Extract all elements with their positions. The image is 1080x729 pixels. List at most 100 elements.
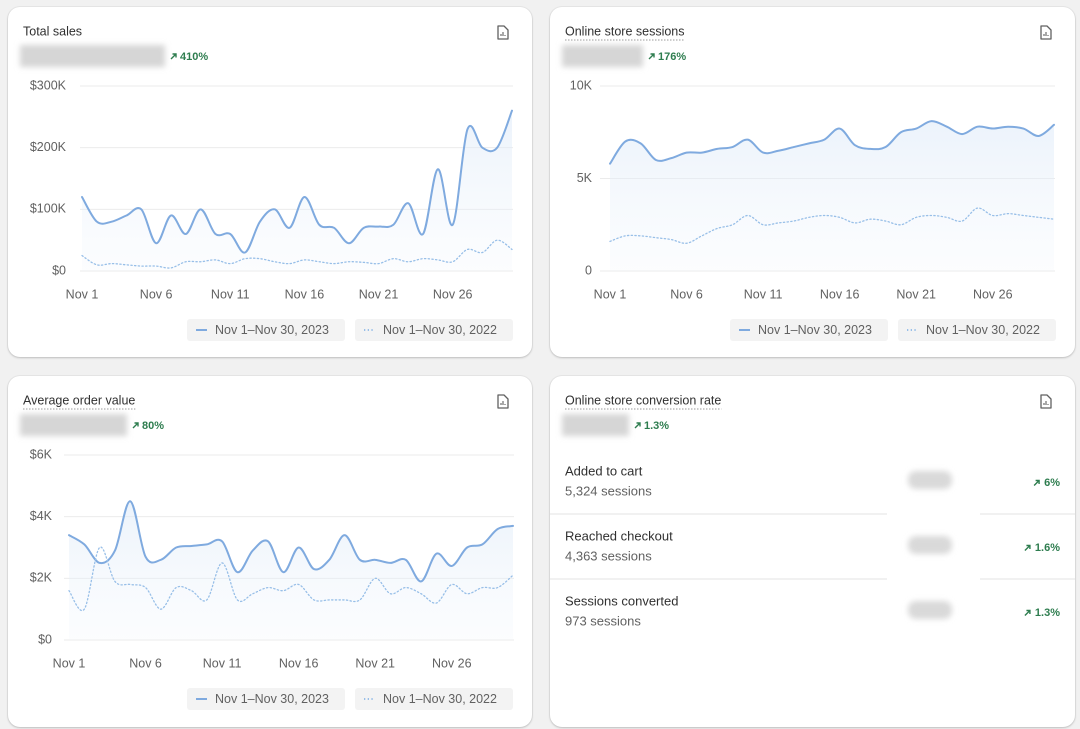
x-tick-label: Nov 6 bbox=[129, 656, 162, 670]
trend-arrow bbox=[1033, 479, 1040, 486]
legend-label: Nov 1–Nov 30, 2023 bbox=[758, 323, 872, 337]
change-badge: 176% bbox=[658, 51, 686, 63]
trend-arrow bbox=[648, 53, 655, 60]
legend-box bbox=[355, 688, 513, 710]
y-tick-label: 0 bbox=[585, 263, 592, 277]
blurred-value bbox=[20, 414, 127, 436]
card-canvas: Total sales 410% $0 $100K $200K $300K Nov 1 Nov… bbox=[20, 24, 513, 341]
legend-label: Nov 1–Nov 30, 2022 bbox=[383, 692, 497, 706]
blurred-value bbox=[908, 601, 952, 619]
blurred-value bbox=[562, 45, 643, 67]
card-canvas: Average order value 80% $0 $2K $4K $6K Nov 1 No… bbox=[20, 393, 514, 710]
y-tick-label: $0 bbox=[38, 632, 52, 646]
icon-shape bbox=[1040, 394, 1052, 409]
icon-shape bbox=[497, 394, 509, 409]
x-tick-label: Nov 26 bbox=[433, 287, 473, 301]
row-change: 1.6% bbox=[1035, 542, 1060, 554]
trend-arrow bbox=[1024, 544, 1031, 551]
x-tick-label: Nov 11 bbox=[203, 656, 242, 670]
y-tick-label: $4K bbox=[30, 509, 53, 523]
area-fill bbox=[69, 501, 513, 640]
y-tick-label: 10K bbox=[570, 78, 593, 92]
row-label: Added to cart bbox=[565, 463, 643, 478]
area-fill bbox=[82, 110, 512, 272]
report-icon bbox=[497, 25, 509, 40]
trend-arrow bbox=[170, 53, 177, 60]
row-label: Reached checkout bbox=[565, 528, 673, 543]
row-sessions: 5,324 sessions bbox=[565, 483, 652, 498]
y-tick-label: $2K bbox=[30, 571, 53, 585]
legend-label: Nov 1–Nov 30, 2022 bbox=[383, 323, 497, 337]
row-label: Sessions converted bbox=[565, 593, 678, 608]
legend-box bbox=[898, 319, 1056, 341]
x-tick-label: Nov 26 bbox=[973, 287, 1013, 301]
x-tick-label: Nov 21 bbox=[359, 287, 399, 301]
trend-arrow bbox=[132, 422, 139, 429]
card-canvas: Online store conversion rate 1.3% Added to… bbox=[550, 393, 1075, 628]
report-icon bbox=[497, 394, 509, 409]
blurred-value bbox=[562, 414, 629, 436]
x-tick-label: Nov 1 bbox=[594, 287, 627, 301]
x-tick-label: Nov 11 bbox=[211, 287, 250, 301]
blurred-value bbox=[908, 471, 952, 489]
series-line bbox=[609, 207, 1055, 244]
y-tick-label: $0 bbox=[52, 263, 66, 277]
y-tick-label: $6K bbox=[30, 447, 53, 461]
x-tick-label: Nov 11 bbox=[744, 287, 783, 301]
x-tick-label: Nov 1 bbox=[66, 287, 99, 301]
icon-shape bbox=[1043, 32, 1049, 36]
y-tick-label: $100K bbox=[30, 202, 67, 216]
row-sessions: 973 sessions bbox=[565, 613, 641, 628]
card: Total sales 410% $0 $100K $200K $300K Nov 1 Nov… bbox=[8, 7, 532, 357]
y-tick-label: $300K bbox=[30, 78, 67, 92]
card-title: Total sales bbox=[23, 24, 82, 38]
icon-shape bbox=[500, 401, 506, 405]
card-title: Online store sessions bbox=[565, 24, 685, 38]
row-change: 1.3% bbox=[1035, 607, 1060, 619]
card: Online store sessions 176% 0 5K 10K Nov 1 Nov … bbox=[550, 7, 1075, 357]
card: Average order value 80% $0 $2K $4K $6K Nov 1 No… bbox=[8, 376, 532, 727]
series-line bbox=[81, 109, 513, 254]
card: Online store conversion rate 1.3% Added to… bbox=[550, 376, 1075, 727]
x-tick-label: Nov 16 bbox=[279, 656, 319, 670]
blurred-value bbox=[20, 45, 165, 67]
legend-label: Nov 1–Nov 30, 2022 bbox=[926, 323, 1040, 337]
x-tick-label: Nov 21 bbox=[896, 287, 936, 301]
icon-shape bbox=[1043, 401, 1049, 405]
card-title: Average order value bbox=[23, 393, 135, 407]
series-line bbox=[68, 546, 514, 612]
series-line bbox=[68, 500, 514, 583]
x-tick-label: Nov 16 bbox=[820, 287, 860, 301]
legend-box bbox=[187, 319, 345, 341]
card-title: Online store conversion rate bbox=[565, 393, 721, 407]
y-tick-label: 5K bbox=[577, 171, 593, 185]
row-change: 6% bbox=[1044, 477, 1060, 489]
icon-shape bbox=[1040, 25, 1052, 40]
trend-arrow bbox=[1024, 609, 1031, 616]
x-tick-label: Nov 6 bbox=[670, 287, 703, 301]
icon-shape bbox=[500, 32, 506, 36]
report-icon bbox=[1040, 394, 1052, 409]
x-tick-label: Nov 6 bbox=[140, 287, 173, 301]
icon-shape bbox=[497, 25, 509, 40]
x-tick-label: Nov 21 bbox=[355, 656, 395, 670]
x-tick-label: Nov 1 bbox=[53, 656, 86, 670]
row-sessions: 4,363 sessions bbox=[565, 548, 652, 563]
legend-box bbox=[730, 319, 888, 341]
report-icon bbox=[1040, 25, 1052, 40]
area-fill bbox=[610, 121, 1054, 271]
y-tick-label: $200K bbox=[30, 140, 67, 154]
change-badge: 80% bbox=[142, 420, 164, 432]
blurred-value bbox=[908, 536, 952, 554]
x-tick-label: Nov 26 bbox=[432, 656, 472, 670]
change-badge: 1.3% bbox=[644, 420, 669, 432]
legend-box bbox=[355, 319, 513, 341]
legend-label: Nov 1–Nov 30, 2023 bbox=[215, 323, 329, 337]
trend-arrow bbox=[634, 422, 641, 429]
series-line bbox=[609, 120, 1055, 165]
change-badge: 410% bbox=[180, 51, 208, 63]
card-canvas: Online store sessions 176% 0 5K 10K Nov 1 Nov … bbox=[562, 24, 1056, 341]
legend-label: Nov 1–Nov 30, 2023 bbox=[215, 692, 329, 706]
legend-box bbox=[187, 688, 345, 710]
